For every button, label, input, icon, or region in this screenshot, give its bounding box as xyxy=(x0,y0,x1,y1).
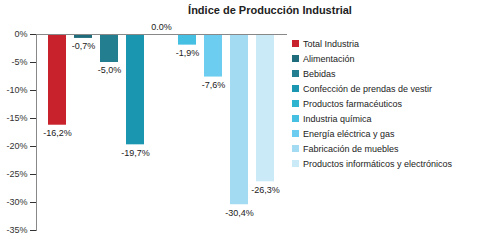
svg-text:-35%: -35% xyxy=(6,225,27,235)
html-text:Productos farmacéuticos: Productos farmacéuticos xyxy=(303,98,402,109)
html-text:Confección de prendas de vesti: Confección de prendas de vestir xyxy=(303,83,433,94)
svg-text:0.0%: 0.0% xyxy=(151,22,172,32)
svg-text:-7,6%: -7,6% xyxy=(202,80,226,90)
svg-text:-5%: -5% xyxy=(11,57,27,67)
html-text:Energía eléctrica y gas: Energía eléctrica y gas xyxy=(303,128,395,139)
svg-text:-30%: -30% xyxy=(6,197,27,207)
svg-text:-1,9%: -1,9% xyxy=(176,48,200,58)
html-text:Productos informáticos y elect: Productos informáticos y electrónicos xyxy=(303,158,453,169)
svg-text:0%: 0% xyxy=(14,29,27,39)
html-text:Alimentación: Alimentación xyxy=(303,53,355,64)
svg-text:-19,7%: -19,7% xyxy=(121,148,150,158)
html-text:Industria química: Industria química xyxy=(303,113,372,124)
html-text:Bebidas: Bebidas xyxy=(303,68,336,79)
html-text:Total Industria: Total Industria xyxy=(303,38,359,49)
html-text:Índice de Producción Industria: Índice de Producción Industrial xyxy=(188,4,352,16)
svg-text:-25%: -25% xyxy=(6,169,27,179)
svg-text:-15%: -15% xyxy=(6,113,27,123)
svg-text:-5,0%: -5,0% xyxy=(98,65,122,75)
svg-text:-30,4%: -30,4% xyxy=(225,208,254,218)
svg-text:-20%: -20% xyxy=(6,141,27,151)
svg-text:-16,2%: -16,2% xyxy=(43,128,72,138)
html-text:Fabricación de muebles: Fabricación de muebles xyxy=(303,143,399,154)
svg-text:-0,7%: -0,7% xyxy=(72,41,96,51)
svg-text:-10%: -10% xyxy=(6,85,27,95)
svg-text:-26,3%: -26,3% xyxy=(251,185,280,195)
